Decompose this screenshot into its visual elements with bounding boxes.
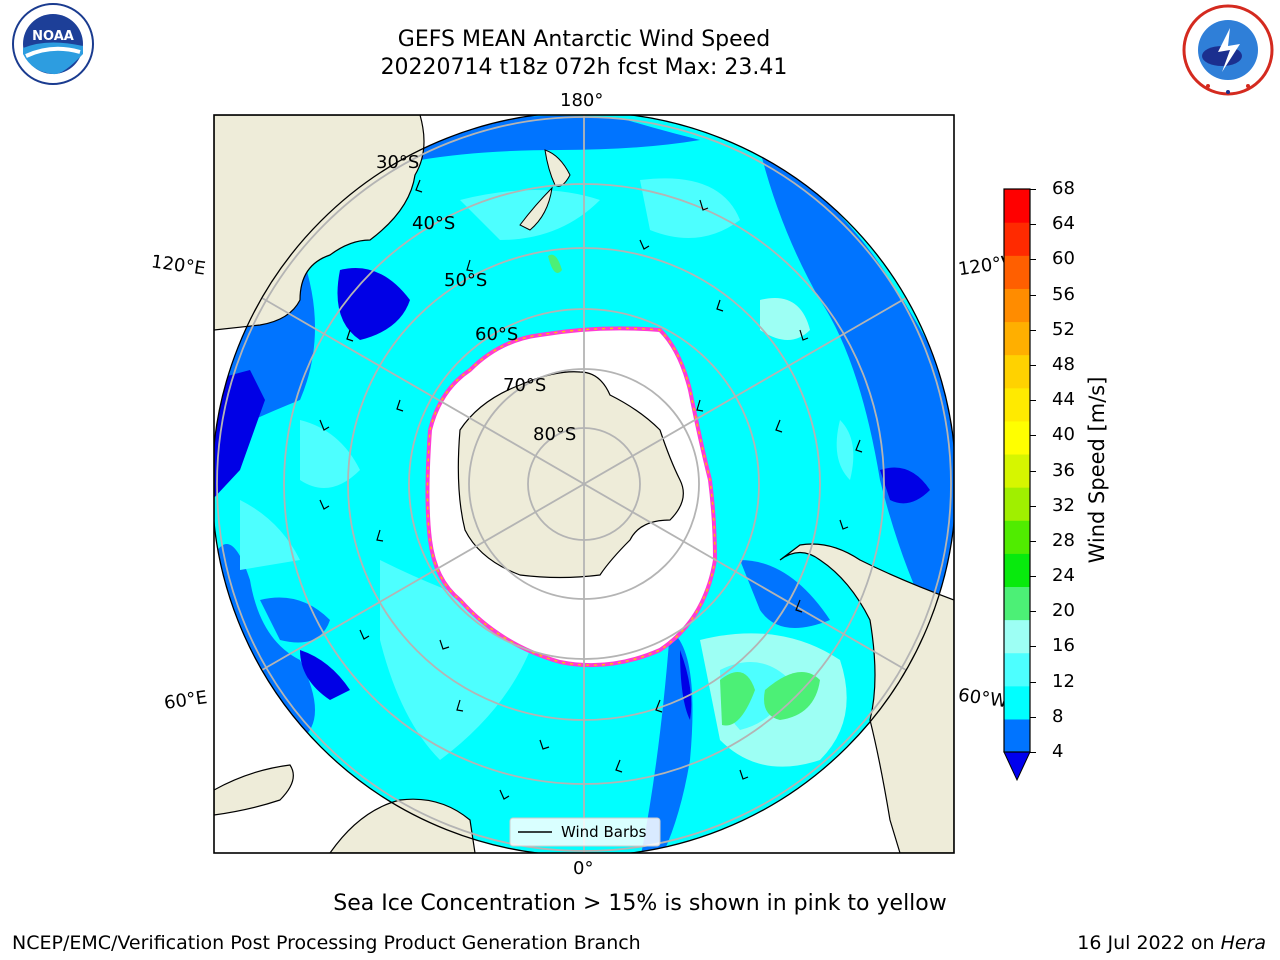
map-title: GEFS MEAN Antarctic Wind Speed bbox=[397, 27, 771, 52]
colorbar-segment bbox=[1004, 420, 1030, 455]
colorbar-tick-label: 20 bbox=[1052, 600, 1075, 622]
lon-label-180: 180° bbox=[560, 90, 604, 111]
sea-ice-note: Sea Ice Concentration > 15% is shown in … bbox=[333, 891, 947, 916]
colorbar-tick-label: 48 bbox=[1052, 353, 1075, 375]
colorbar-tick-mark bbox=[1030, 716, 1036, 718]
lon-label-0: 0° bbox=[573, 858, 594, 879]
colorbar-segment bbox=[1004, 685, 1030, 720]
colorbar-segment bbox=[1004, 321, 1030, 356]
footer-date: 16 Jul 2022 on Hera bbox=[1077, 932, 1266, 954]
colorbar-segment bbox=[1004, 354, 1030, 389]
colorbar-tick-label: 28 bbox=[1052, 529, 1075, 551]
colorbar-tick-mark bbox=[1030, 435, 1036, 437]
polar-map: Wind Barbs 30°S 40°S 50°S 60°S 70°S 80°S bbox=[213, 114, 955, 854]
colorbar-label: Wind Speed [m/s] bbox=[1085, 376, 1109, 564]
footer-branch: NCEP/EMC/Verification Post Processing Pr… bbox=[12, 932, 641, 954]
legend-box: Wind Barbs bbox=[509, 817, 661, 847]
colorbar-segment bbox=[1004, 255, 1030, 289]
colorbar-tick-label: 16 bbox=[1052, 635, 1075, 657]
colorbar-tick-mark bbox=[1030, 540, 1036, 542]
colorbar-tick-label: 52 bbox=[1052, 318, 1075, 340]
noaa-logo: NOAA bbox=[12, 3, 94, 85]
colorbar-tick-label: 60 bbox=[1052, 248, 1075, 270]
colorbar-segment bbox=[1004, 553, 1030, 588]
footer-machine: Hera bbox=[1220, 932, 1266, 954]
colorbar-tick-mark bbox=[1030, 470, 1036, 472]
colorbar-segment bbox=[1004, 520, 1030, 554]
lat-label-30s: 30°S bbox=[376, 152, 419, 173]
colorbar-tick-mark bbox=[1030, 224, 1036, 226]
colorbar-segment bbox=[1004, 387, 1030, 422]
colorbar-segment bbox=[1004, 222, 1030, 256]
colorbar-segment bbox=[1004, 619, 1030, 654]
colorbar-tick-mark bbox=[1030, 294, 1036, 296]
colorbar-tick-mark bbox=[1030, 189, 1036, 190]
lat-label-50s: 50°S bbox=[444, 270, 487, 291]
colorbar-segment bbox=[1004, 586, 1030, 621]
colorbar-tick-label: 56 bbox=[1052, 283, 1075, 305]
svg-text:NOAA: NOAA bbox=[32, 29, 74, 44]
graticule bbox=[216, 115, 952, 853]
nws-logo bbox=[1182, 4, 1274, 96]
lat-label-60s: 60°S bbox=[475, 324, 518, 345]
colorbar-tick-label: 64 bbox=[1052, 213, 1075, 235]
legend-label: Wind Barbs bbox=[561, 823, 647, 841]
colorbar-tick-label: 12 bbox=[1052, 670, 1075, 692]
colorbar-tick-mark bbox=[1030, 611, 1036, 613]
wind-barbs bbox=[319, 179, 863, 800]
colorbar-tick-mark bbox=[1030, 646, 1036, 648]
lat-label-40s: 40°S bbox=[412, 213, 455, 234]
colorbar-tick-label: 44 bbox=[1052, 389, 1075, 411]
map-subtitle: 20220714 t18z 072h fcst Max: 23.41 bbox=[380, 55, 788, 80]
land-antarctica bbox=[457, 371, 684, 579]
land-africa bbox=[329, 798, 476, 853]
colorbar-tick-mark bbox=[1030, 400, 1036, 402]
colorbar-tick-label: 32 bbox=[1052, 494, 1075, 516]
colorbar-segment bbox=[1004, 189, 1030, 223]
colorbar-tick-mark bbox=[1030, 329, 1036, 331]
colorbar-tick-label: 4 bbox=[1052, 741, 1064, 762]
colorbar-segment bbox=[1004, 652, 1030, 687]
colorbar-tick-label: 36 bbox=[1052, 459, 1075, 481]
colorbar-tick-mark bbox=[1030, 752, 1036, 753]
colorbar-tick-mark bbox=[1030, 259, 1036, 261]
colorbar-under-triangle bbox=[1003, 751, 1031, 782]
colorbar-tick-label: 68 bbox=[1052, 178, 1075, 199]
colorbar-segment bbox=[1004, 288, 1030, 323]
colorbar-segment bbox=[1004, 453, 1030, 488]
land-south-america bbox=[779, 543, 954, 853]
lon-label-120e: 120°E bbox=[149, 251, 207, 280]
colorbar-tick-mark bbox=[1030, 576, 1036, 578]
land-new-zealand-s bbox=[519, 186, 553, 231]
colorbar-segment bbox=[1004, 718, 1030, 753]
colorbar-tick-mark bbox=[1030, 505, 1036, 507]
colorbar-segment bbox=[1004, 487, 1030, 521]
lon-label-60e: 60°E bbox=[162, 687, 209, 714]
colorbar-tick-label: 8 bbox=[1052, 705, 1064, 727]
colorbar-tick-label: 24 bbox=[1052, 565, 1075, 587]
colorbar-tick-label: 40 bbox=[1052, 424, 1075, 446]
colorbar-tick-mark bbox=[1030, 364, 1036, 366]
lat-label-70s: 70°S bbox=[503, 375, 546, 396]
colorbar bbox=[1003, 188, 1031, 782]
lat-label-80s: 80°S bbox=[533, 424, 576, 445]
colorbar-tick-mark bbox=[1030, 681, 1036, 683]
land-madagascar bbox=[214, 764, 294, 816]
